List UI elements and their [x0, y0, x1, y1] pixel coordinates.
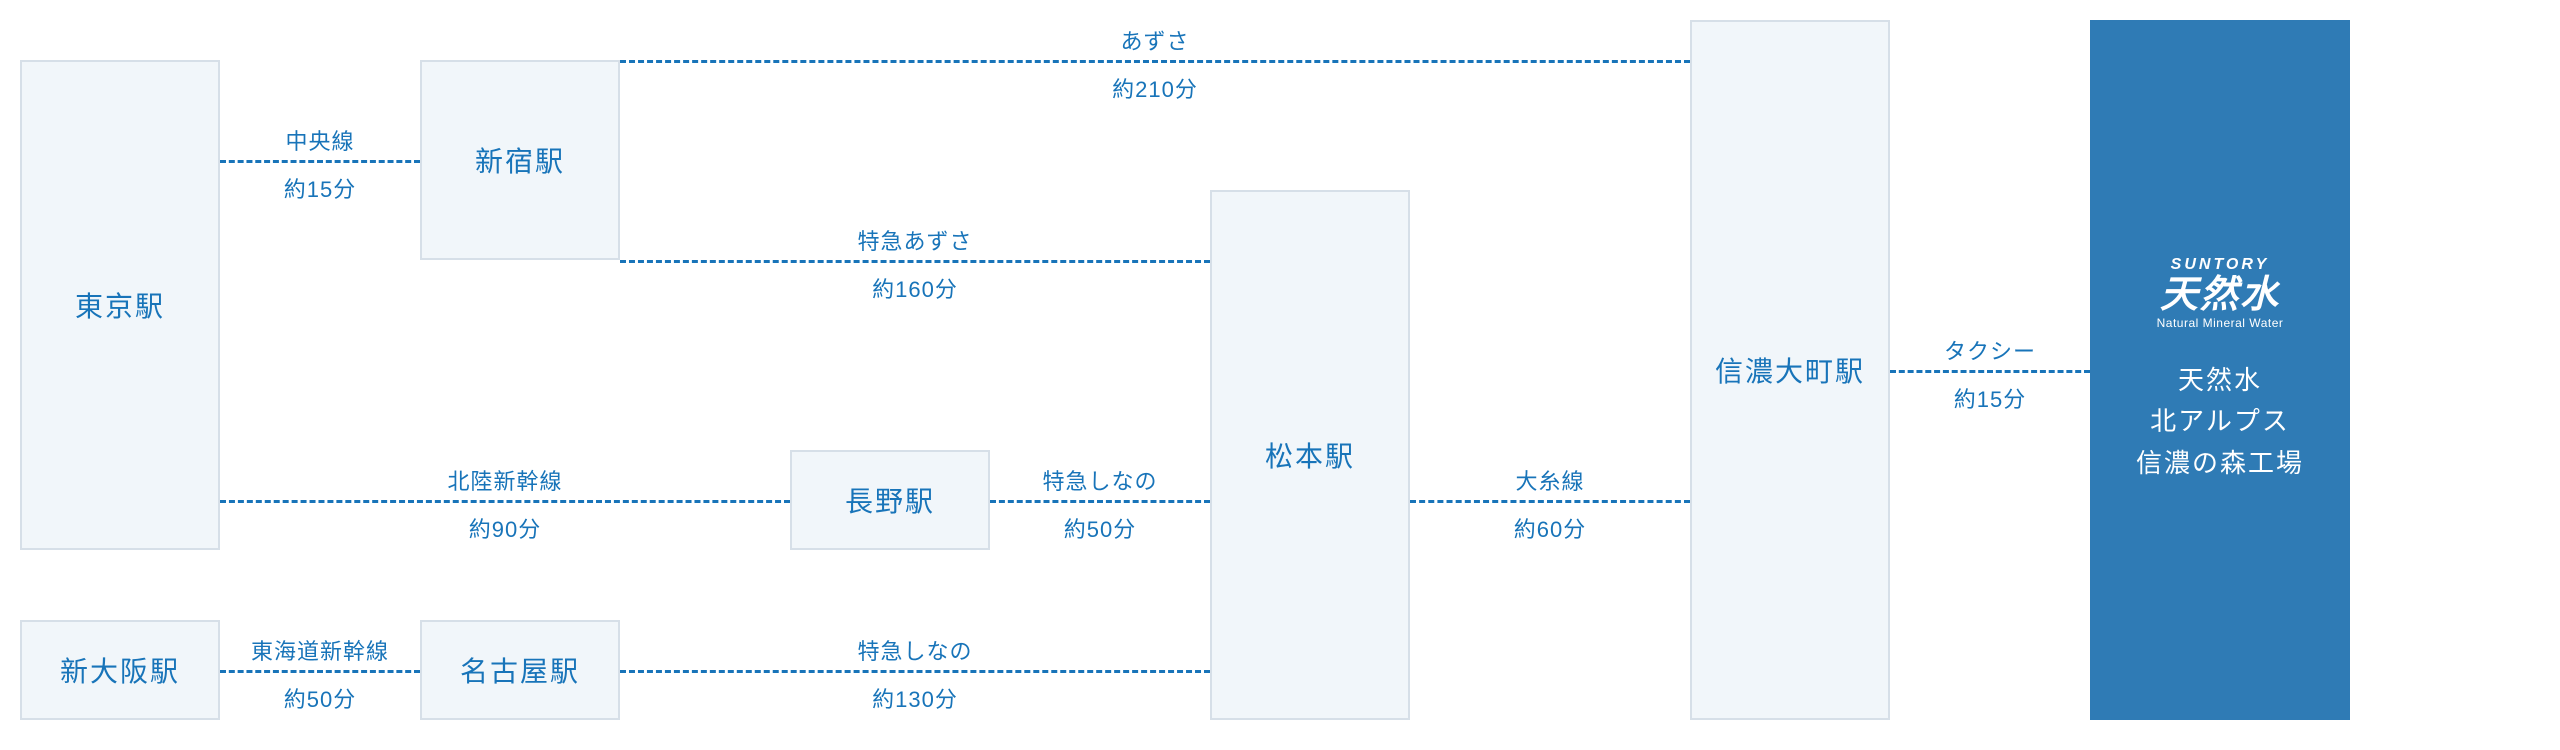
- edge-duration-label: 約15分: [1870, 382, 2110, 414]
- station-shinosaka: 新大阪駅: [20, 620, 220, 720]
- edge-duration-label: 約50分: [980, 512, 1220, 544]
- station-label: 新大阪駅: [60, 650, 180, 690]
- edge-duration-label: 約50分: [200, 682, 440, 714]
- edge-t_azusa: [620, 260, 1210, 263]
- station-nagoya: 名古屋駅: [420, 620, 620, 720]
- edge-azusa: [620, 60, 1690, 63]
- edge-line-label: 北陸新幹線: [385, 464, 625, 496]
- edge-duration-label: 約130分: [795, 682, 1035, 714]
- destination-box: SUNTORY天然水Natural Mineral Water天然水北アルプス信…: [2090, 20, 2350, 720]
- edge-line-label: タクシー: [1870, 334, 2110, 366]
- station-label: 信濃大町駅: [1715, 350, 1865, 390]
- edge-chuo: [220, 160, 420, 163]
- edge-line-label: 東海道新幹線: [200, 634, 440, 666]
- station-shinjuku: 新宿駅: [420, 60, 620, 260]
- edge-line-label: あずさ: [1035, 24, 1275, 56]
- edge-duration-label: 約160分: [795, 272, 1035, 304]
- edge-line-label: 特急あずさ: [795, 224, 1035, 256]
- edge-duration-label: 約15分: [200, 172, 440, 204]
- edge-line-label: 特急しなの: [980, 464, 1220, 496]
- edge-line-label: 大糸線: [1430, 464, 1670, 496]
- edge-oito: [1410, 500, 1690, 503]
- station-label: 新宿駅: [475, 140, 565, 180]
- edge-duration-label: 約60分: [1430, 512, 1670, 544]
- edge-line-label: 特急しなの: [795, 634, 1035, 666]
- station-label: 長野駅: [845, 480, 935, 520]
- edge-line-label: 中央線: [200, 124, 440, 156]
- brand-logo: SUNTORY 天然水 Natural Mineral Water: [2157, 256, 2284, 330]
- brand-nmw: Natural Mineral Water: [2157, 316, 2284, 330]
- edge-taxi: [1890, 370, 2090, 373]
- station-nagano: 長野駅: [790, 450, 990, 550]
- factory-l3: 信濃の森工場: [2136, 443, 2304, 485]
- station-shinano: 信濃大町駅: [1690, 20, 1890, 720]
- brand-tennen: 天然水: [2160, 276, 2280, 314]
- station-tokyo: 東京駅: [20, 60, 220, 550]
- route-diagram: 東京駅 新宿駅長野駅名古屋駅 新大阪駅 松本駅 信濃大町駅 SUNTORY 天然水 Natur…: [0, 0, 2560, 750]
- edge-shinano1: [990, 500, 1210, 503]
- factory-name: 天然水北アルプス信濃の森工場: [2136, 360, 2304, 485]
- edge-shinano2: [620, 670, 1210, 673]
- station-label: 松本駅: [1265, 435, 1355, 475]
- station-matsumoto: 松本駅: [1210, 190, 1410, 720]
- edge-hokuriku: [220, 500, 790, 503]
- factory-l2: 北アルプス: [2136, 401, 2304, 443]
- edge-duration-label: 約90分: [385, 512, 625, 544]
- station-label: 東京駅: [75, 285, 165, 325]
- edge-duration-label: 約210分: [1035, 72, 1275, 104]
- edge-tokaido: [220, 670, 420, 673]
- station-label: 名古屋駅: [460, 650, 580, 690]
- factory-l1: 天然水: [2136, 360, 2304, 402]
- brand-suntory: SUNTORY: [2171, 256, 2270, 274]
